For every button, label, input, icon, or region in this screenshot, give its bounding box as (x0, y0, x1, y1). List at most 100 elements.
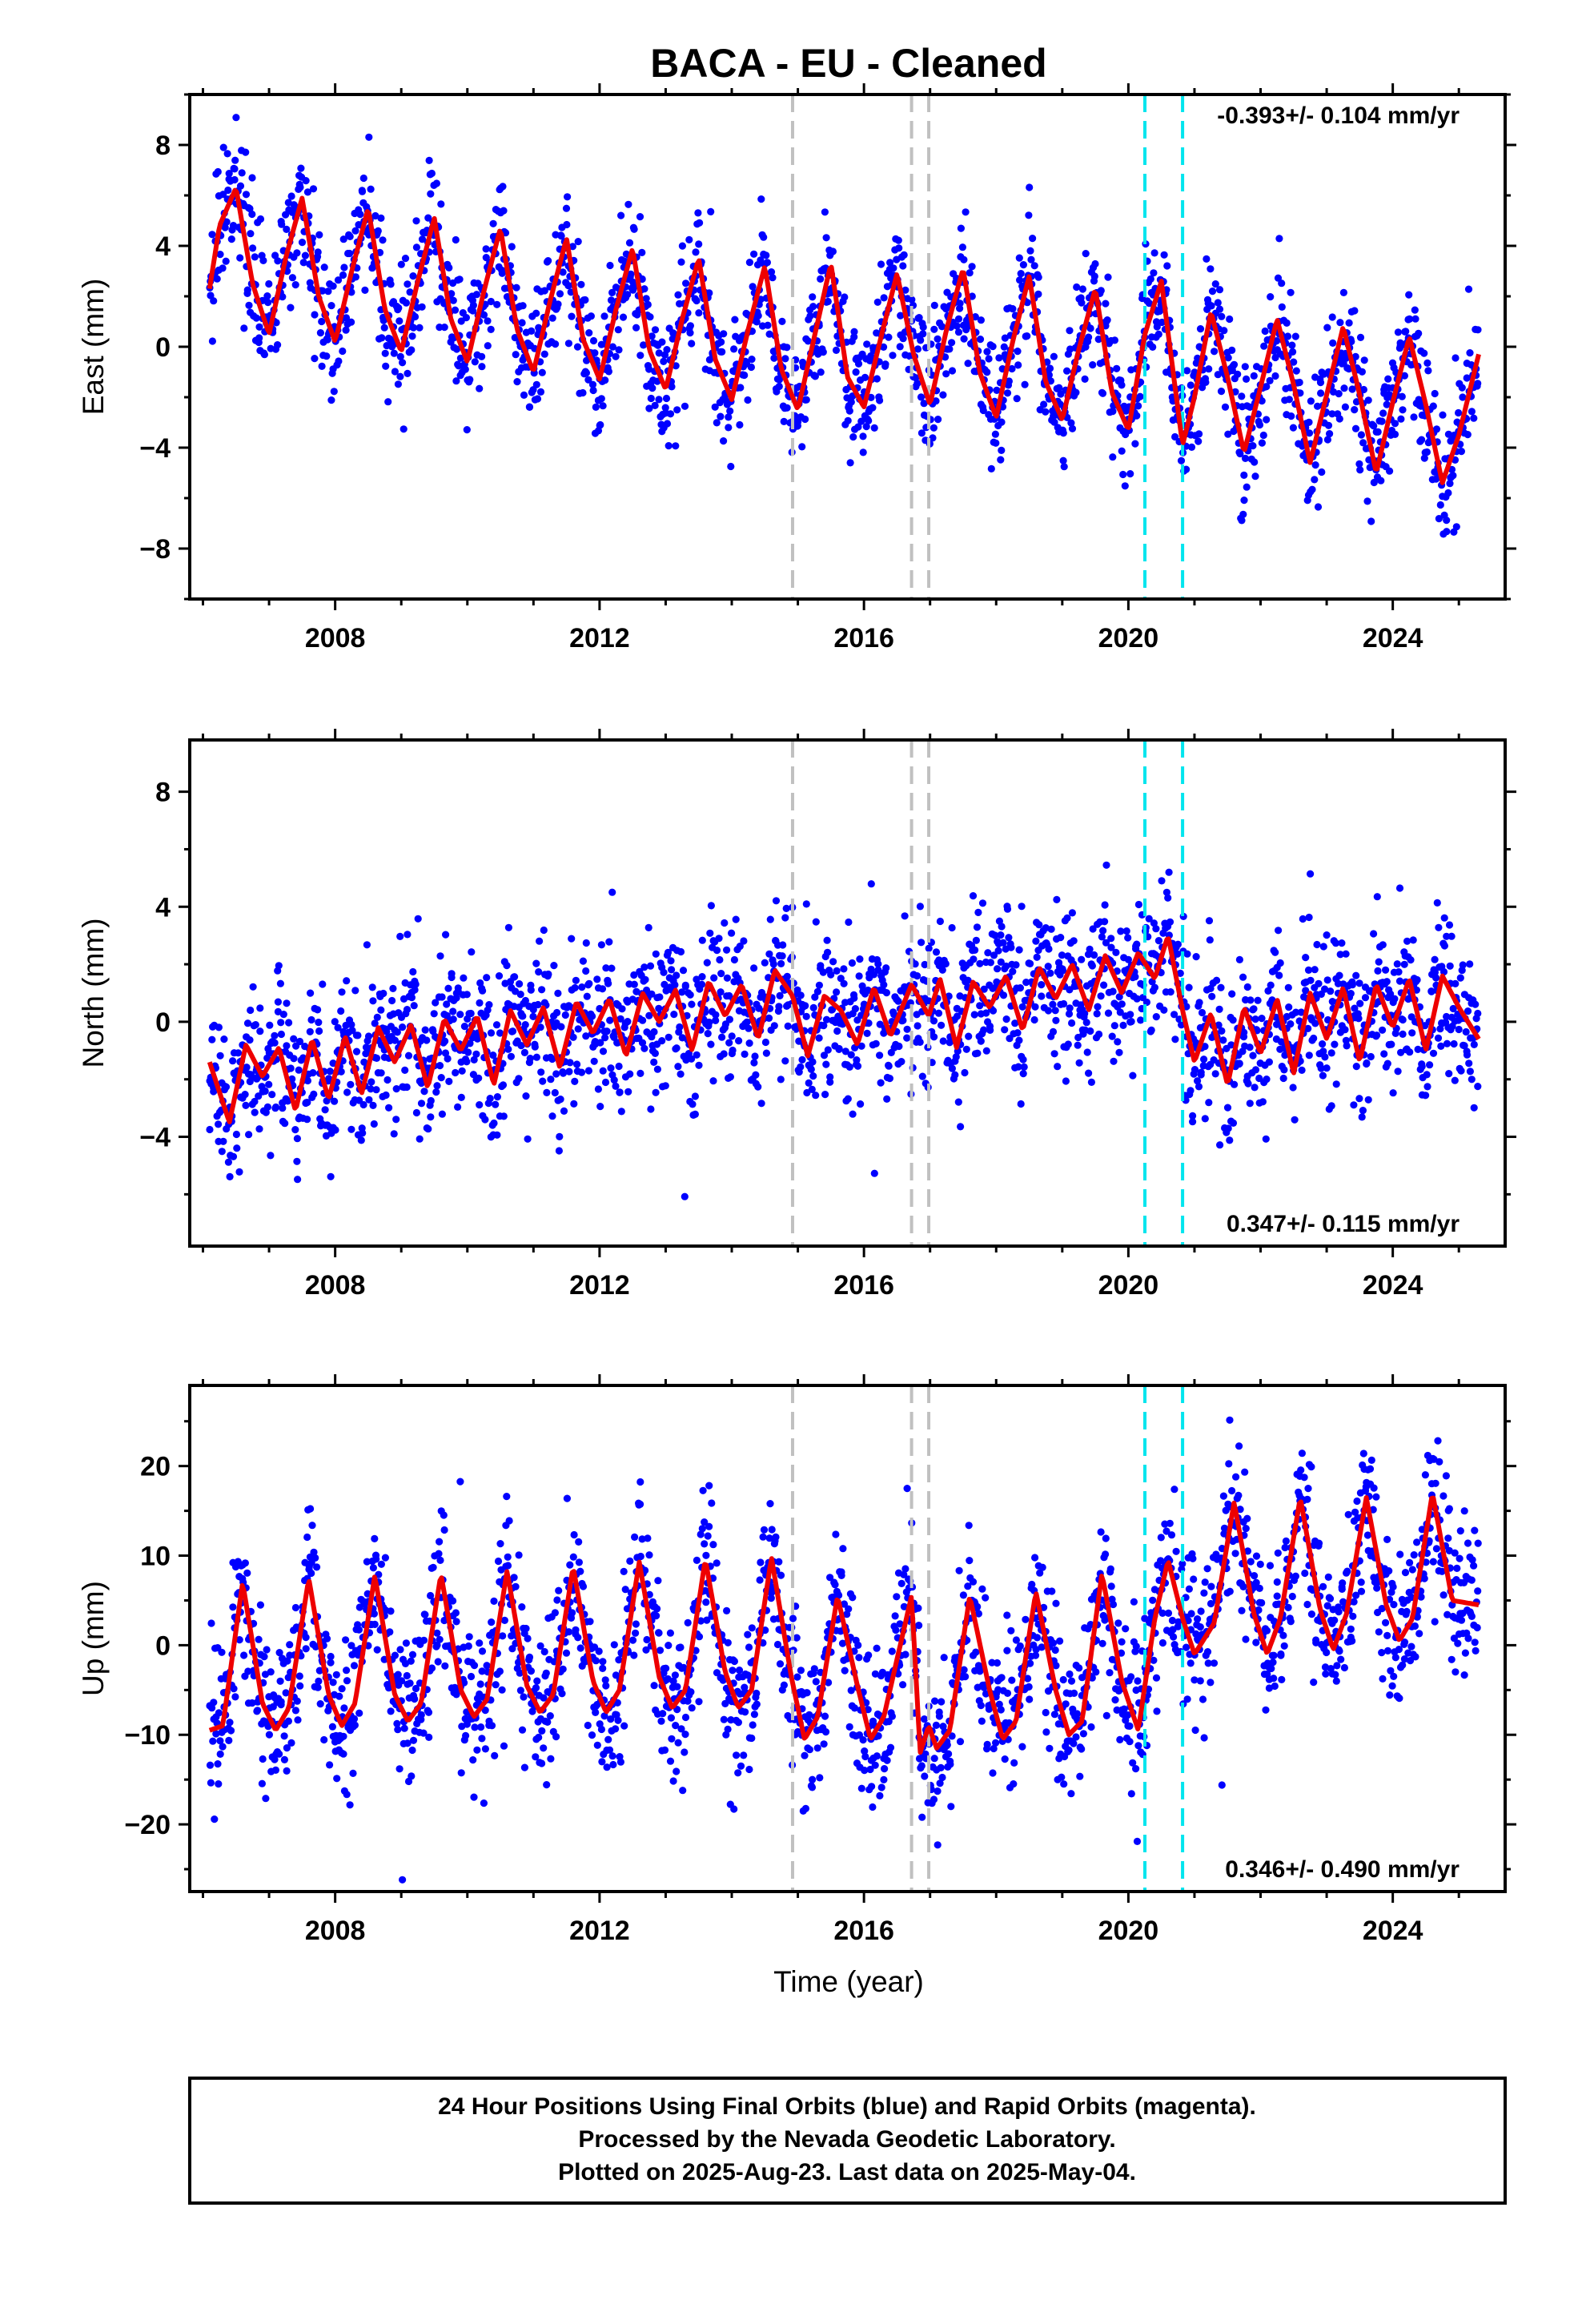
up-point (258, 1779, 266, 1787)
east-point (1283, 332, 1292, 340)
up-point (326, 1761, 334, 1769)
north-point (775, 1003, 783, 1011)
north-point (697, 980, 706, 988)
east-point (809, 303, 817, 311)
north-point (555, 1147, 564, 1155)
north-point (1466, 960, 1474, 968)
east-point (409, 324, 417, 332)
north-point (288, 1075, 296, 1083)
east-point (283, 225, 291, 233)
y-tick-label: 0 (155, 332, 171, 363)
up-point (402, 1639, 410, 1647)
east-point (696, 219, 704, 227)
east-point (1154, 330, 1162, 338)
north-point (710, 974, 718, 982)
east-point (1406, 315, 1414, 323)
north-point (256, 1027, 264, 1035)
east-point (811, 372, 820, 380)
north-point (1342, 950, 1350, 958)
north-point (1058, 967, 1067, 975)
east-point (231, 156, 239, 164)
north-point (347, 1125, 355, 1133)
east-point (1374, 428, 1382, 436)
east-point (942, 370, 950, 378)
north-point (1258, 1015, 1266, 1023)
north-point (624, 1018, 632, 1026)
up-point (302, 1634, 310, 1642)
east-point (1370, 478, 1378, 487)
east-point (1136, 392, 1144, 400)
east-point (1443, 528, 1451, 536)
east-point (608, 288, 616, 296)
up-point (562, 1649, 571, 1657)
east-point (930, 424, 938, 432)
east-point (1171, 432, 1179, 441)
east-point (1275, 235, 1283, 243)
north-point (578, 983, 586, 991)
up-point (408, 1746, 416, 1755)
north-point (716, 955, 724, 964)
east-point (1240, 471, 1248, 480)
east-point (894, 236, 902, 244)
north-point (612, 1082, 620, 1090)
east-point (1363, 497, 1371, 505)
north-point (1098, 933, 1106, 941)
east-point (248, 174, 256, 182)
north-point (327, 1172, 335, 1180)
east-point (1098, 389, 1107, 397)
east-point (1305, 429, 1314, 437)
east-point (1287, 412, 1295, 420)
north-point (372, 1086, 380, 1094)
north-point (778, 952, 786, 960)
north-point (368, 983, 376, 991)
up-point (435, 1550, 443, 1558)
north-point (951, 1071, 959, 1079)
north-point (1323, 931, 1331, 939)
east-point (1358, 368, 1366, 376)
east-point (387, 280, 395, 288)
east-point (645, 404, 653, 412)
east-point (1243, 483, 1251, 491)
east-point (638, 275, 646, 283)
east-point (847, 398, 855, 406)
east-point (889, 352, 897, 360)
north-point (899, 1016, 907, 1024)
east-point (592, 403, 600, 411)
north-point (441, 1049, 450, 1057)
north-point (287, 1064, 295, 1072)
north-point (918, 1072, 926, 1080)
east-point (1311, 461, 1319, 469)
north-point (1145, 915, 1153, 923)
north-point (557, 1023, 565, 1031)
north-point (566, 1059, 574, 1067)
east-point (208, 337, 216, 345)
north-point (1457, 1067, 1465, 1075)
up-point (538, 1759, 546, 1767)
north-point (630, 980, 638, 988)
north-point (1446, 962, 1454, 970)
north-point (536, 937, 544, 945)
north-point (1030, 1015, 1038, 1024)
north-point (1226, 1136, 1234, 1144)
east-point (1305, 418, 1313, 426)
north-point (630, 971, 638, 979)
north-point (1060, 999, 1068, 1008)
north-point (939, 1037, 947, 1045)
north-point (608, 964, 616, 972)
north-point (517, 1042, 525, 1050)
north-point (1002, 1015, 1010, 1023)
up-point (259, 1755, 267, 1763)
up-point (440, 1526, 448, 1534)
up-point (483, 1662, 491, 1670)
north-point (857, 1100, 865, 1108)
north-point (432, 1088, 440, 1096)
north-point (449, 1015, 457, 1023)
up-point (216, 1750, 224, 1758)
north-point (1134, 900, 1142, 909)
north-point (359, 1100, 367, 1109)
north-point (704, 1030, 712, 1038)
up-point (421, 1610, 429, 1618)
east-point (757, 195, 765, 203)
north-point (281, 1120, 289, 1128)
